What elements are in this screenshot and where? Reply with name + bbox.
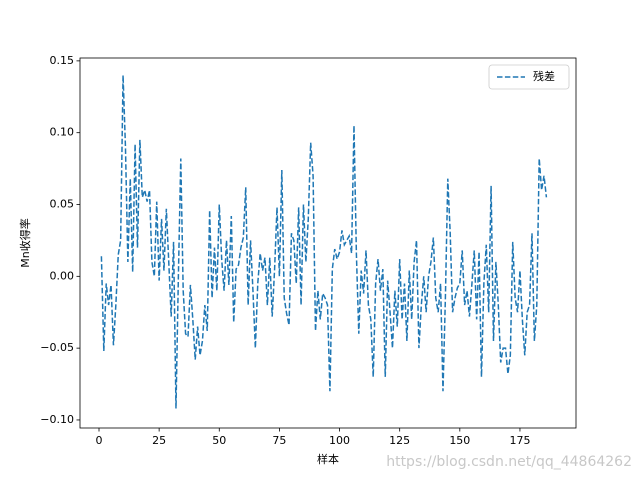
y-tick-label: 0.15: [50, 54, 75, 67]
x-tick-label: 75: [272, 434, 286, 447]
data-line: [100, 75, 548, 409]
y-axis-label: Mn收得率: [18, 218, 32, 267]
y-tick-label: 0.00: [50, 269, 75, 282]
legend-label: 残差: [533, 69, 555, 83]
x-tick-label: 150: [449, 434, 470, 447]
legend-box: [488, 64, 570, 90]
x-tick-label: 50: [212, 434, 226, 447]
x-axis-label: 样本: [317, 452, 339, 466]
plot-frame: [79, 57, 577, 429]
watermark: https://blog.csdn.net/qq_44864262: [386, 454, 632, 470]
x-tick-label: 125: [389, 434, 410, 447]
y-tick-label: 0.05: [50, 198, 75, 211]
x-tick-label: 25: [152, 434, 166, 447]
x-tick-label: 175: [509, 434, 530, 447]
x-tick-label: 0: [96, 434, 103, 447]
x-tick-label: 100: [329, 434, 350, 447]
y-tick-label: −0.10: [40, 413, 74, 426]
y-tick-label: 0.10: [50, 126, 75, 139]
y-tick-label: −0.05: [40, 341, 74, 354]
